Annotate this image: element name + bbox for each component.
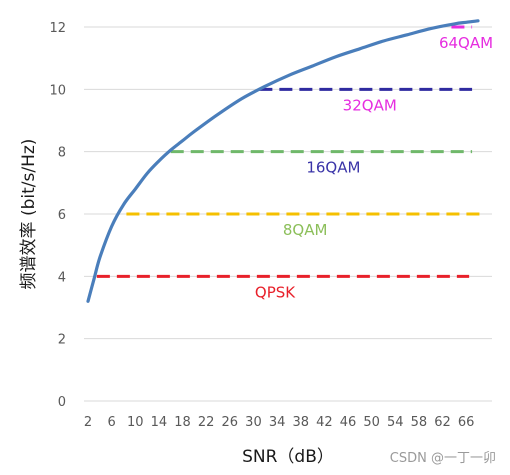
x-tick-label: 2	[84, 415, 92, 430]
y-tick-label: 4	[58, 270, 66, 285]
x-tick-label: 10	[127, 415, 144, 430]
y-tick-label: 8	[58, 146, 66, 161]
y-axis-title: 频谱效率 (bit/s/Hz)	[19, 139, 39, 290]
x-tick-label: 58	[411, 415, 428, 430]
x-tick-label: 26	[222, 415, 239, 430]
x-tick-label: 30	[245, 415, 262, 430]
threshold-label-16qam: 16QAM	[306, 159, 360, 177]
modulation-thresholds	[96, 25, 484, 278]
x-tick-label: 62	[434, 415, 451, 430]
y-tick-labels: 0 2 4 6 8 10 12	[49, 21, 66, 410]
x-tick-labels: 2 6 10 14 18 22 26 30 34 38 42 46 50 54 58 62 66	[84, 415, 475, 430]
threshold-labels: QPSK 8QAM 16QAM 32QAM 64QAM	[255, 34, 493, 301]
x-tick-label: 54	[387, 415, 404, 430]
watermark: CSDN @一丁一卯	[390, 451, 496, 466]
x-tick-label: 6	[107, 415, 115, 430]
x-tick-label: 22	[198, 415, 215, 430]
y-tick-label: 12	[49, 21, 66, 36]
series-line-0	[86, 19, 480, 303]
threshold-label-8qam: 8QAM	[283, 221, 328, 239]
y-tick-label: 0	[58, 395, 66, 410]
y-tick-label: 2	[58, 333, 66, 348]
y-tick-label: 6	[58, 208, 66, 223]
threshold-label-64qam: 64QAM	[439, 34, 493, 52]
x-axis-title: SNR（dB）	[242, 447, 334, 467]
series-layer	[86, 19, 480, 303]
x-tick-label: 38	[292, 415, 309, 430]
x-tick-label: 42	[316, 415, 333, 430]
x-tick-label: 50	[363, 415, 380, 430]
threshold-label-32qam: 32QAM	[343, 96, 397, 114]
x-tick-label: 18	[174, 415, 191, 430]
x-tick-label: 34	[269, 415, 286, 430]
threshold-label-qpsk: QPSK	[255, 283, 296, 301]
x-tick-label: 66	[458, 415, 475, 430]
x-tick-label: 14	[151, 415, 168, 430]
x-tick-label: 46	[340, 415, 357, 430]
y-tick-label: 10	[49, 83, 66, 98]
